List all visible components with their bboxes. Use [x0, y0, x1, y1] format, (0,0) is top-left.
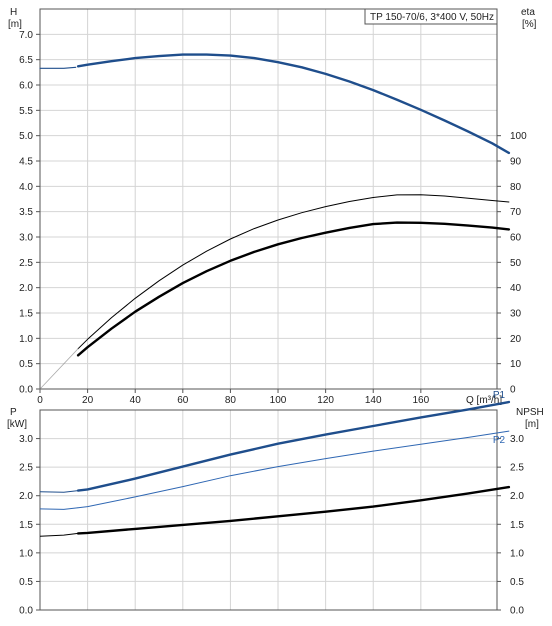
top-right-tick-label: 60 [510, 233, 522, 244]
top-x-tick-label: 160 [412, 395, 429, 406]
top-left-tick-label: 6.0 [19, 81, 33, 92]
bottom-plot-frame [39, 409, 498, 611]
top-x-tick-label: 140 [365, 395, 382, 406]
bottom-series-lead-0 [39, 490, 79, 493]
top-right-tick-label: 50 [510, 258, 522, 269]
bottom-series-lead-2 [39, 532, 79, 537]
chart-title: TP 150-70/6, 3*400 V, 50Hz [370, 12, 494, 23]
top-left-tick-label: 6.5 [19, 55, 33, 66]
bottom-series-lead-1 [39, 507, 79, 510]
top-left-tick-label: 5.5 [19, 106, 33, 117]
top-left-tick-label: 2.5 [19, 258, 33, 269]
bottom-right-axis-label: NPSH [516, 407, 544, 418]
bottom-left-axis-label: P [10, 407, 17, 418]
top-panel: 0.0 0.5 1.0 1.5 2.0 2.5 3.0 3.5 4.0 4.5 5.0 5.5 6.0 6… [8, 7, 537, 406]
top-left-tick-label: 0.0 [19, 385, 33, 396]
top-x-tick-label: 40 [130, 395, 142, 406]
top-left-ticks: 0.0 0.5 1.0 1.5 2.0 2.5 3.0 3.5 4.0 4.5 5.0 5.5 6.0 6… [19, 30, 40, 396]
bottom-left-tick-label: 0.5 [19, 577, 33, 588]
top-x-tick-label: 0 [37, 395, 43, 406]
bottom-left-tick-label: 0.0 [19, 606, 33, 617]
top-grid [39, 9, 497, 390]
top-series [39, 53, 511, 390]
bottom-grid [39, 409, 497, 611]
top-series-line-3 [76, 221, 511, 357]
bottom-right-tick-label: 1.0 [510, 548, 524, 559]
bottom-right-tick-label: 3.0 [510, 434, 524, 445]
bottom-right-tick-label: 0.5 [510, 577, 524, 588]
series-label-p1: P1 [493, 390, 506, 401]
bottom-series-line-1 [77, 430, 510, 509]
top-x-ticks: 0 20 40 60 80 100 120 140 160 [37, 389, 430, 406]
top-series-line-0 [39, 66, 77, 69]
top-right-tick-label: 40 [510, 283, 522, 294]
top-right-axis-unit: [%] [522, 19, 537, 30]
top-left-tick-label: 3.5 [19, 207, 33, 218]
chart-title-box: TP 150-70/6, 3*400 V, 50Hz [364, 8, 498, 25]
top-x-tick-label: 20 [82, 395, 94, 406]
series-label-p2: P2 [493, 435, 506, 446]
bottom-left-ticks: 0.0 0.5 1.0 1.5 2.0 2.5 3.0 [19, 434, 40, 617]
bottom-right-tick-label: 2.5 [510, 463, 524, 474]
top-right-tick-label: 100 [510, 131, 527, 142]
top-x-tick-label: 100 [270, 395, 287, 406]
top-right-tick-label: 30 [510, 309, 522, 320]
top-right-tick-label: 0 [510, 385, 516, 396]
top-left-tick-label: 7.0 [19, 30, 33, 41]
top-left-tick-label: 0.5 [19, 359, 33, 370]
top-left-tick-label: 2.0 [19, 283, 33, 294]
top-x-tick-label: 120 [317, 395, 334, 406]
bottom-series-line-0 [76, 400, 511, 492]
bottom-series-line-2 [76, 485, 511, 535]
bottom-right-tick-label: 0.0 [510, 606, 524, 617]
top-series-line-1 [76, 53, 511, 155]
top-series-line-4 [39, 348, 79, 390]
top-left-tick-label: 1.5 [19, 309, 33, 320]
top-right-tick-label: 70 [510, 207, 522, 218]
top-left-tick-label: 4.0 [19, 182, 33, 193]
top-right-tick-label: 80 [510, 182, 522, 193]
bottom-left-tick-label: 2.0 [19, 491, 33, 502]
top-left-tick-label: 5.0 [19, 131, 33, 142]
top-plot-frame [39, 8, 498, 390]
bottom-left-tick-label: 2.5 [19, 463, 33, 474]
top-right-tick-label: 90 [510, 157, 522, 168]
bottom-left-tick-label: 1.5 [19, 520, 33, 531]
top-x-tick-label: 80 [225, 395, 237, 406]
bottom-right-axis-unit: [m] [525, 419, 539, 430]
top-x-axis-label: Q [m³/h] [466, 395, 502, 406]
bottom-left-tick-label: 1.0 [19, 548, 33, 559]
top-left-axis-label: H [10, 7, 17, 18]
top-left-tick-label: 3.0 [19, 233, 33, 244]
bottom-left-tick-label: 3.0 [19, 434, 33, 445]
top-series-line-2 [77, 194, 510, 350]
bottom-right-ticks: 0.0 0.5 1.0 1.5 2.0 2.5 3.0 [497, 434, 524, 617]
top-left-tick-label: 4.5 [19, 157, 33, 168]
bottom-right-tick-label: 1.5 [510, 520, 524, 531]
bottom-right-tick-label: 2.0 [510, 491, 524, 502]
bottom-series: P1 P2 [39, 390, 511, 537]
bottom-left-axis-unit: [kW] [7, 419, 27, 430]
top-x-tick-label: 60 [177, 395, 189, 406]
bottom-panel: 0.0 0.5 1.0 1.5 2.0 2.5 3.0 0.0 0.5 1.0 1.5 2.0 2.5… [7, 390, 544, 617]
top-right-tick-label: 10 [510, 359, 522, 370]
chart-title-frame [364, 8, 498, 25]
top-left-axis-unit: [m] [8, 19, 22, 30]
top-right-axis-label: eta [521, 7, 535, 18]
top-right-ticks: 0 10 20 30 40 50 60 70 80 90 100 [497, 131, 527, 396]
top-right-tick-label: 20 [510, 334, 522, 345]
top-left-tick-label: 1.0 [19, 334, 33, 345]
